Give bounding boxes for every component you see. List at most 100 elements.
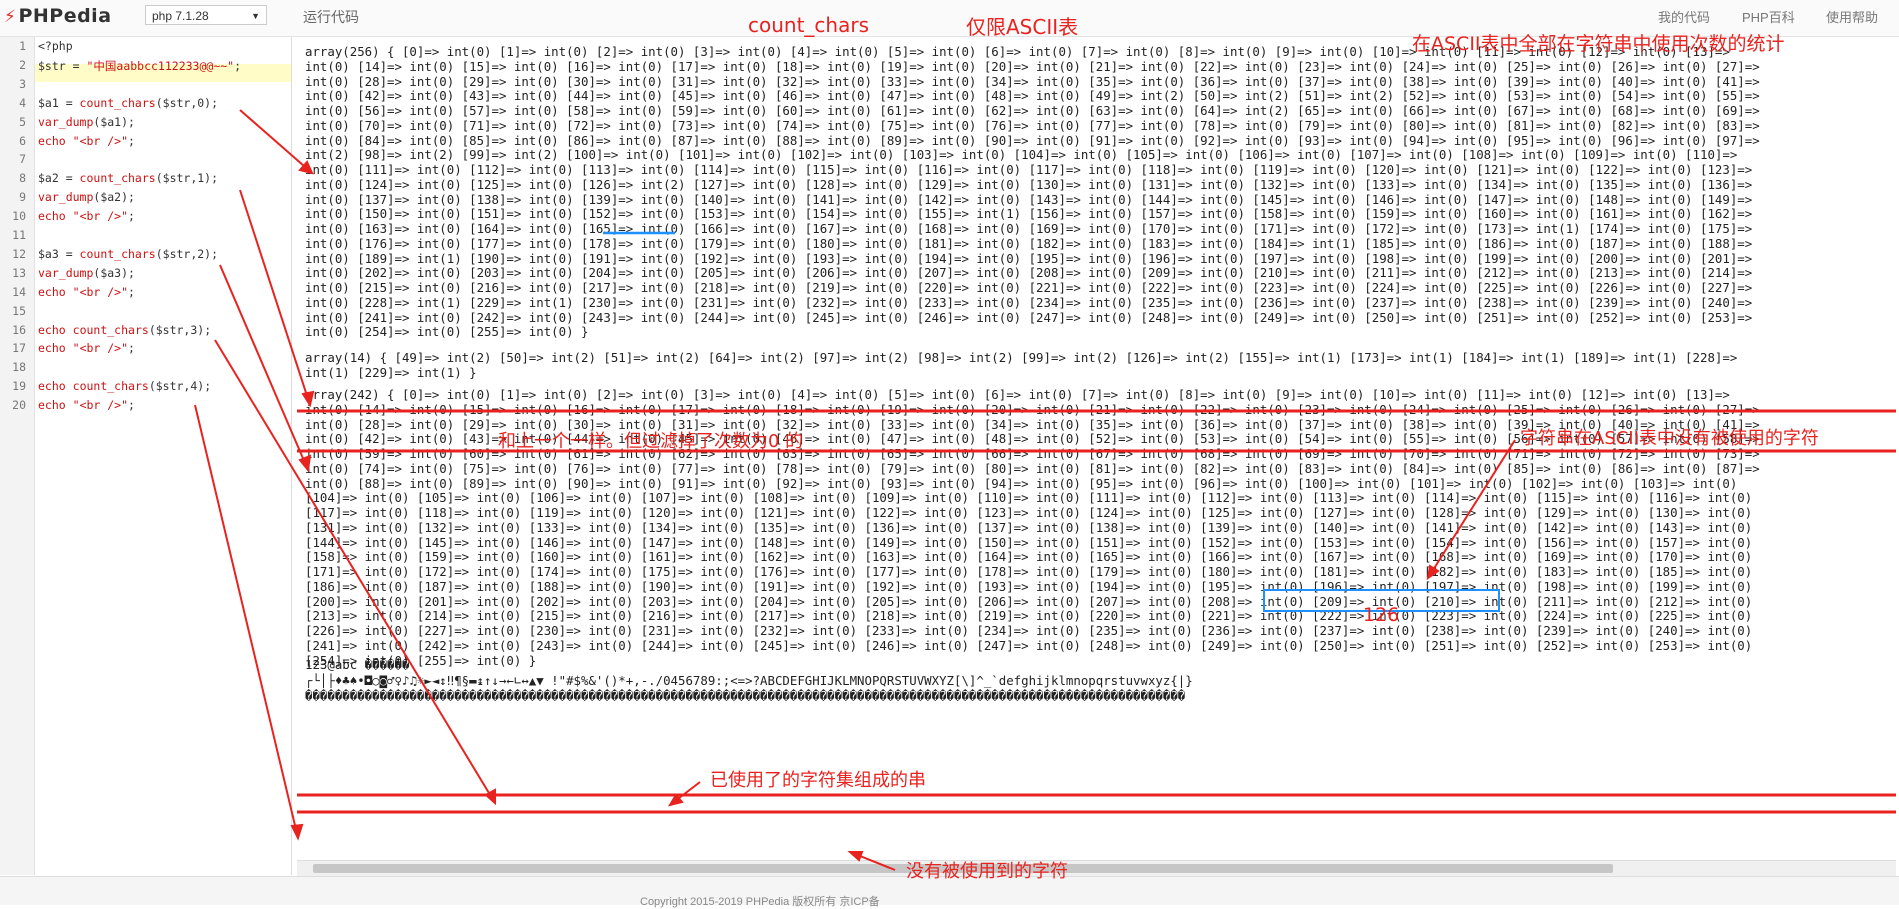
arrow-head-mode3 — [484, 788, 496, 806]
horizontal-scrollbar[interactable] — [297, 860, 1896, 876]
code-line[interactable]: $a1 = count_chars($str,0); — [38, 95, 219, 110]
dump3-line: int(0) [28]=> int(0) [29]=> int(0) [30]=… — [305, 416, 1760, 432]
line-number: 12 — [12, 246, 26, 261]
php-version-value: php 7.1.28 — [152, 9, 209, 23]
code-line[interactable]: var_dump($a3); — [38, 265, 135, 280]
dump3-line: [144]=> int(0) [145]=> int(0) [146]=> in… — [305, 534, 1753, 550]
arrow-head-mode4 — [290, 823, 304, 841]
code-line[interactable]: echo count_chars($str,4); — [38, 379, 212, 394]
dump3-line: [171]=> int(0) [172]=> int(0) [174]=> in… — [305, 564, 1753, 579]
dump2-line: array(14) { [49]=> int(2) [50]=> int(2) … — [305, 350, 1738, 365]
dump1-line: int(0) [215]=> int(0) [216]=> int(0) [21… — [305, 280, 1753, 295]
arrow-head-mode1 — [301, 390, 315, 408]
code-line[interactable]: echo count_chars($str,3); — [38, 322, 212, 337]
dump3-line: int(0) [14]=> int(0) [15]=> int(0) [16]=… — [305, 401, 1760, 417]
logo-text: PHPedia — [18, 5, 112, 27]
code-line[interactable]: $a3 = count_chars($str,2); — [38, 246, 219, 261]
dump1-line: int(0) [137]=> int(0) [138]=> int(0) [13… — [305, 191, 1753, 207]
dump3-line: int(0) [74]=> int(0) [75]=> int(0) [76]=… — [305, 460, 1760, 476]
code-line[interactable]: var_dump($a1); — [38, 114, 135, 129]
line-number: 2 — [19, 57, 26, 72]
dump3-line: [186]=> int(0) [187]=> int(0) [188]=> in… — [305, 578, 1753, 594]
arrow-head-used-set — [667, 793, 684, 807]
code-line[interactable]: echo "<br />"; — [38, 209, 135, 224]
line-number: 3 — [19, 76, 26, 91]
code-line[interactable]: $a2 = count_chars($str,1); — [38, 171, 219, 186]
line-number: 1 — [19, 39, 26, 53]
annotation-same-filtered: 和上一个一样。但过滤掉了次数为0 的 — [498, 431, 804, 452]
php-version-select[interactable]: php 7.1.28 ▼ — [145, 5, 267, 25]
line-number: 10 — [12, 209, 26, 224]
dump1-line: int(0) [124]=> int(0) [125]=> int(0) [12… — [305, 176, 1753, 192]
line-number: 19 — [12, 379, 26, 394]
nav-php-wiki[interactable]: PHP百科 — [1742, 10, 1795, 25]
line-number: 14 — [12, 284, 26, 299]
line-number: 8 — [19, 171, 26, 186]
dump1-line: array(256) { [0]=> int(0) [1]=> int(0) [… — [305, 44, 1730, 59]
arrow-mode2 — [219, 264, 309, 471]
scrollbar-thumb[interactable] — [313, 864, 1613, 873]
line-number: 20 — [12, 398, 26, 413]
mode3-output: 123@abc ������ — [305, 657, 410, 672]
dump3-line: [226]=> int(0) [227]=> int(0) [230]=> in… — [305, 623, 1753, 638]
nav-help[interactable]: 使用帮助 — [1826, 10, 1879, 25]
dump1-line: int(0) [42]=> int(0) [43]=> int(0) [44]=… — [305, 88, 1760, 104]
dump3-line: [200]=> int(0) [201]=> int(0) [202]=> in… — [305, 593, 1753, 609]
line-number: 13 — [12, 265, 26, 280]
nav-my-code[interactable]: 我的代码 — [1658, 10, 1711, 25]
line-number: 4 — [19, 95, 26, 110]
arrow-mode4 — [194, 404, 299, 839]
phpedia-logo[interactable]: ⚡ PHPedia — [4, 5, 112, 27]
dump1-line: int(0) [202]=> int(0) [203]=> int(0) [20… — [305, 265, 1753, 281]
dump3-line: [254]=> int(0) [255]=> int(0) } — [305, 652, 537, 668]
annotation-unused: 没有被使用到的字符 — [906, 861, 1068, 882]
annotation-stats: 在ASCII表中全部在字符串中使用次数的统计 — [1412, 33, 1785, 55]
arrow-head-unused — [847, 851, 864, 862]
code-line[interactable]: echo "<br />"; — [38, 341, 135, 356]
arrow-mode0 — [239, 109, 313, 174]
line-number: 6 — [19, 133, 26, 148]
line-number: 11 — [12, 228, 26, 242]
dump3-line: [158]=> int(0) [159]=> int(0) [160]=> in… — [305, 549, 1753, 565]
top-bar: ⚡ PHPedia php 7.1.28 ▼ 运行代码 我的代码 PHP百科 使用帮… — [0, 0, 1899, 37]
dump1-line: int(0) [228]=> int(1) [229]=> int(1) [23… — [305, 294, 1753, 310]
dump1-line: int(0) [241]=> int(0) [242]=> int(0) [24… — [305, 309, 1753, 325]
arrow-head-unused-in-string — [1426, 564, 1440, 581]
line-number: 7 — [19, 152, 26, 167]
line-number: 18 — [12, 360, 26, 375]
output-panel: array(256) { [0]=> int(0) [1]=> int(0) [… — [297, 44, 1869, 860]
dump3-line: [213]=> int(0) [214]=> int(0) [215]=> in… — [305, 608, 1753, 624]
dump3-line: int(0) [42]=> int(0) [43]=> int(0) [44]=… — [305, 431, 1760, 447]
arrow-head-mode2 — [298, 454, 312, 473]
run-code-button[interactable]: 运行代码 — [303, 9, 359, 25]
dump1-line: int(0) [56]=> int(0) [57]=> int(0) [58]=… — [305, 103, 1760, 118]
annotation-unused-in-string: 字符串在ASCII表中没有被使用的字符 — [1520, 428, 1819, 449]
code-line[interactable]: echo "<br />"; — [38, 284, 135, 299]
code-line[interactable]: var_dump($a2); — [38, 190, 135, 205]
logo-icon: ⚡ — [4, 7, 17, 27]
dump1-line: int(2) [98]=> int(2) [99]=> int(2) [100]… — [305, 147, 1738, 163]
dump1-line: int(0) [176]=> int(0) [177]=> int(0) [17… — [305, 235, 1753, 251]
dump1-line: int(0) [111]=> int(0) [112]=> int(0) [11… — [305, 162, 1753, 177]
dump3-line: [131]=> int(0) [132]=> int(0) [133]=> in… — [305, 519, 1753, 535]
annotation-used-set: 已使用了的字符集组成的串 — [710, 770, 926, 791]
code-line[interactable]: echo "<br />"; — [38, 133, 135, 148]
blue-box-125-127 — [1263, 589, 1500, 612]
dump1-line: int(0) [150]=> int(0) [151]=> int(0) [15… — [305, 206, 1753, 222]
code-line[interactable]: $str = "中国aabbcc112233@@~~"; — [38, 58, 242, 73]
code-line[interactable]: <?php — [38, 39, 73, 53]
chevron-down-icon: ▼ — [251, 11, 260, 21]
dump3-line: [241]=> int(0) [242]=> int(0) [243]=> in… — [305, 637, 1753, 653]
dump1-line: int(0) [84]=> int(0) [85]=> int(0) [86]=… — [305, 132, 1760, 148]
line-number: 15 — [12, 303, 26, 318]
code-editor[interactable]: 1 <?php 2 $str = "中国aabbcc112233@@~~"; 3 4 $a1… — [0, 37, 292, 875]
mode4-output-line2: ����������������������������������������… — [305, 688, 1186, 703]
arrow-unused-in-string — [1427, 439, 1516, 579]
code-line[interactable]: echo "<br />"; — [38, 398, 135, 413]
dump3-line: array(242) { [0]=> int(0) [1]=> int(0) [… — [305, 387, 1730, 402]
dump3-line: [104]=> int(0) [105]=> int(0) [106]=> in… — [305, 490, 1753, 506]
line-number: 5 — [19, 114, 26, 129]
dump1-line: int(0) [14]=> int(0) [15]=> int(0) [16]=… — [305, 58, 1760, 74]
dump2-line: int(1) [229]=> int(1) } — [305, 364, 477, 380]
